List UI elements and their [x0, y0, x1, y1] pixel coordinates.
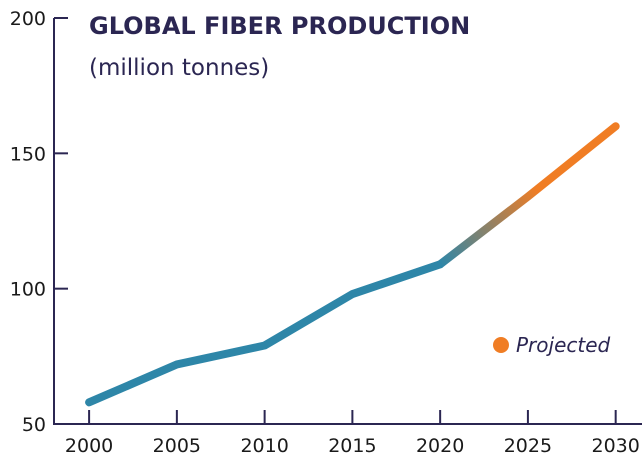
- x-tick-label-2005: 2005: [153, 435, 201, 457]
- x-tick-label-2000: 2000: [65, 435, 113, 457]
- legend: Projected: [493, 333, 611, 357]
- legend-marker-projected: [493, 337, 509, 353]
- chart-series: [85, 122, 620, 407]
- y-tick-label-100: 100: [10, 279, 46, 301]
- x-tick-label-2030: 2030: [591, 435, 639, 457]
- x-axis-ticks: 2000 2005 2010 2015 2020 2025 2030: [65, 410, 640, 457]
- x-tick-label-2020: 2020: [416, 435, 464, 457]
- x-tick-label-2010: 2010: [240, 435, 288, 457]
- chart-subtitle: (million tonnes): [89, 55, 269, 81]
- chart-title: GLOBAL FIBER PRODUCTION: [89, 12, 470, 40]
- y-axis-ticks: 50 100 150 200: [10, 8, 68, 436]
- x-tick-label-2025: 2025: [504, 435, 552, 457]
- series-projected-line: [436, 122, 620, 269]
- y-tick-label-200: 200: [10, 8, 46, 30]
- legend-label-projected: Projected: [516, 333, 611, 357]
- chart-axes: [53, 18, 642, 425]
- y-tick-label-150: 150: [10, 143, 46, 165]
- x-tick-label-2015: 2015: [328, 435, 376, 457]
- series-historical-line: [85, 260, 445, 407]
- y-tick-label-50: 50: [22, 414, 46, 436]
